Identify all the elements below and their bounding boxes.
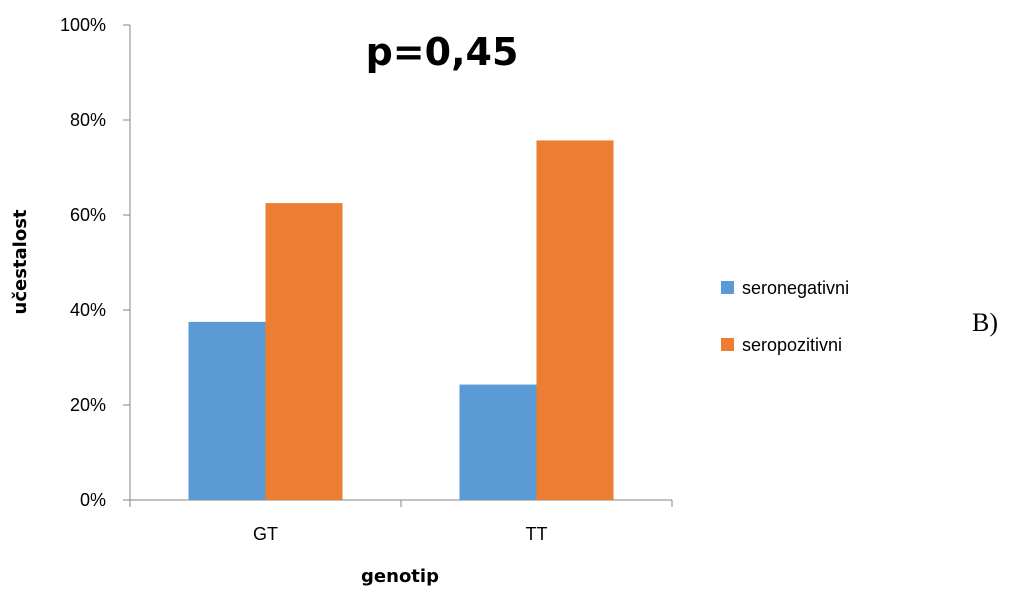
x-ticks: GT TT — [130, 500, 672, 544]
bars — [189, 140, 614, 500]
legend: seronegativni seropozitivni — [721, 278, 849, 355]
legend-label: seronegativni — [742, 278, 849, 298]
y-ticks: 0% 20% 40% 60% 80% 100% — [60, 15, 130, 510]
y-axis-title: učestalost — [10, 209, 31, 314]
panel-label: B) — [972, 308, 998, 337]
y-tick-label: 100% — [60, 15, 106, 35]
x-axis-title: genotip — [361, 566, 439, 587]
bar-seronegativni-GT — [189, 322, 266, 500]
bar-seropozitivni-GT — [266, 203, 343, 500]
bar-seronegativni-TT — [460, 385, 537, 500]
y-tick-label: 0% — [80, 490, 106, 510]
bar-seropozitivni-TT — [537, 140, 614, 500]
legend-swatch — [721, 281, 734, 294]
chart-title: p=0,45 — [366, 30, 519, 74]
y-tick-label: 60% — [70, 205, 106, 225]
legend-swatch — [721, 338, 734, 351]
y-tick-label: 80% — [70, 110, 106, 130]
legend-label: seropozitivni — [742, 335, 842, 355]
x-tick-label: TT — [526, 524, 548, 544]
y-tick-label: 40% — [70, 300, 106, 320]
y-tick-label: 20% — [70, 395, 106, 415]
x-tick-label: GT — [253, 524, 278, 544]
